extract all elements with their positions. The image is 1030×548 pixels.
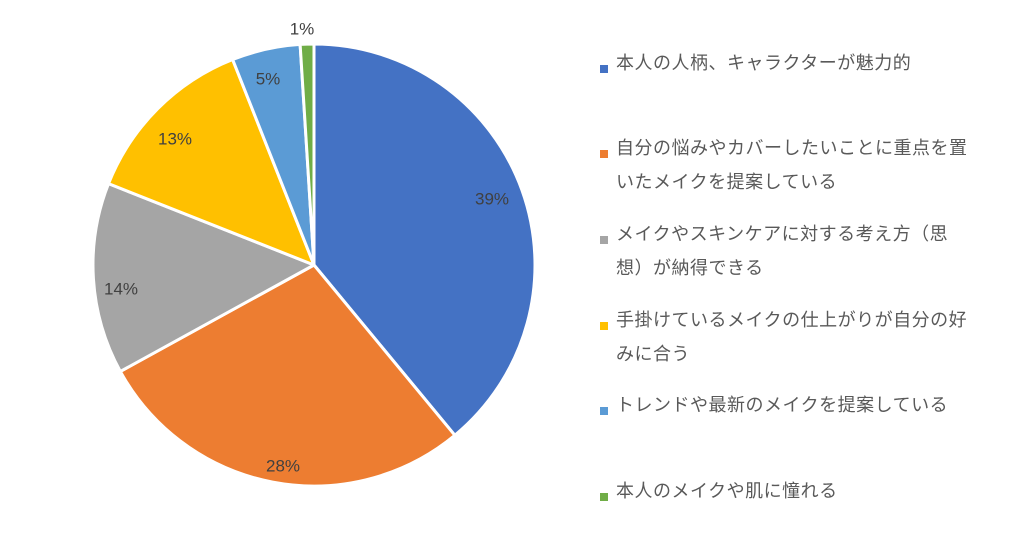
pie-data-label: 14% (104, 279, 138, 298)
pie-slice (107, 58, 316, 267)
legend-item-2: 自分の悩みやカバーしたいことに重点を置 いたメイクを提案している (600, 138, 1020, 200)
pie-chart: 39% 28% 14% 13% 5% 1% (91, 19, 537, 488)
pie-data-label: 5% (256, 69, 281, 88)
pie-data-labels: 39% 28% 14% 13% 5% 1% (104, 19, 509, 475)
pie-data-label: 28% (266, 456, 300, 475)
legend-label: 自分の悩みやカバーしたいことに重点を置 いたメイクを提案している (616, 138, 968, 193)
legend-item-4: 手掛けているメイクの仕上がりが自分の好 みに合う (600, 310, 1020, 372)
legend-swatch-icon (600, 65, 608, 73)
pie-data-label: 13% (158, 129, 192, 148)
pie-data-label: 1% (290, 19, 315, 38)
legend-item-3: メイクやスキンケアに対する考え方（思 想）が納得できる (600, 224, 1020, 286)
pie-data-label: 39% (475, 189, 509, 208)
legend-label: メイクやスキンケアに対する考え方（思 想）が納得できる (616, 224, 949, 279)
legend-swatch-icon (600, 407, 608, 415)
pie-slice (118, 263, 457, 488)
legend-swatch-icon (600, 236, 608, 244)
legend-label: トレンドや最新のメイクを提案している (616, 395, 949, 416)
legend-label: 本人のメイクや肌に憧れる (616, 481, 838, 502)
legend-swatch-icon (600, 493, 608, 501)
legend-swatch-icon (600, 150, 608, 158)
pie-slices (91, 42, 537, 488)
legend-item-1: 本人の人柄、キャラクターが魅力的 (600, 53, 1020, 81)
legend-swatch-icon (600, 322, 608, 330)
legend-label: 本人の人柄、キャラクターが魅力的 (616, 53, 912, 74)
legend-item-6: 本人のメイクや肌に憧れる (600, 481, 1020, 509)
legend-item-5: トレンドや最新のメイクを提案している (600, 395, 1020, 423)
pie-slice (91, 182, 316, 373)
pie-slice (312, 42, 537, 437)
legend-label: 手掛けているメイクの仕上がりが自分の好 みに合う (616, 310, 968, 365)
pie-slice (298, 42, 316, 267)
